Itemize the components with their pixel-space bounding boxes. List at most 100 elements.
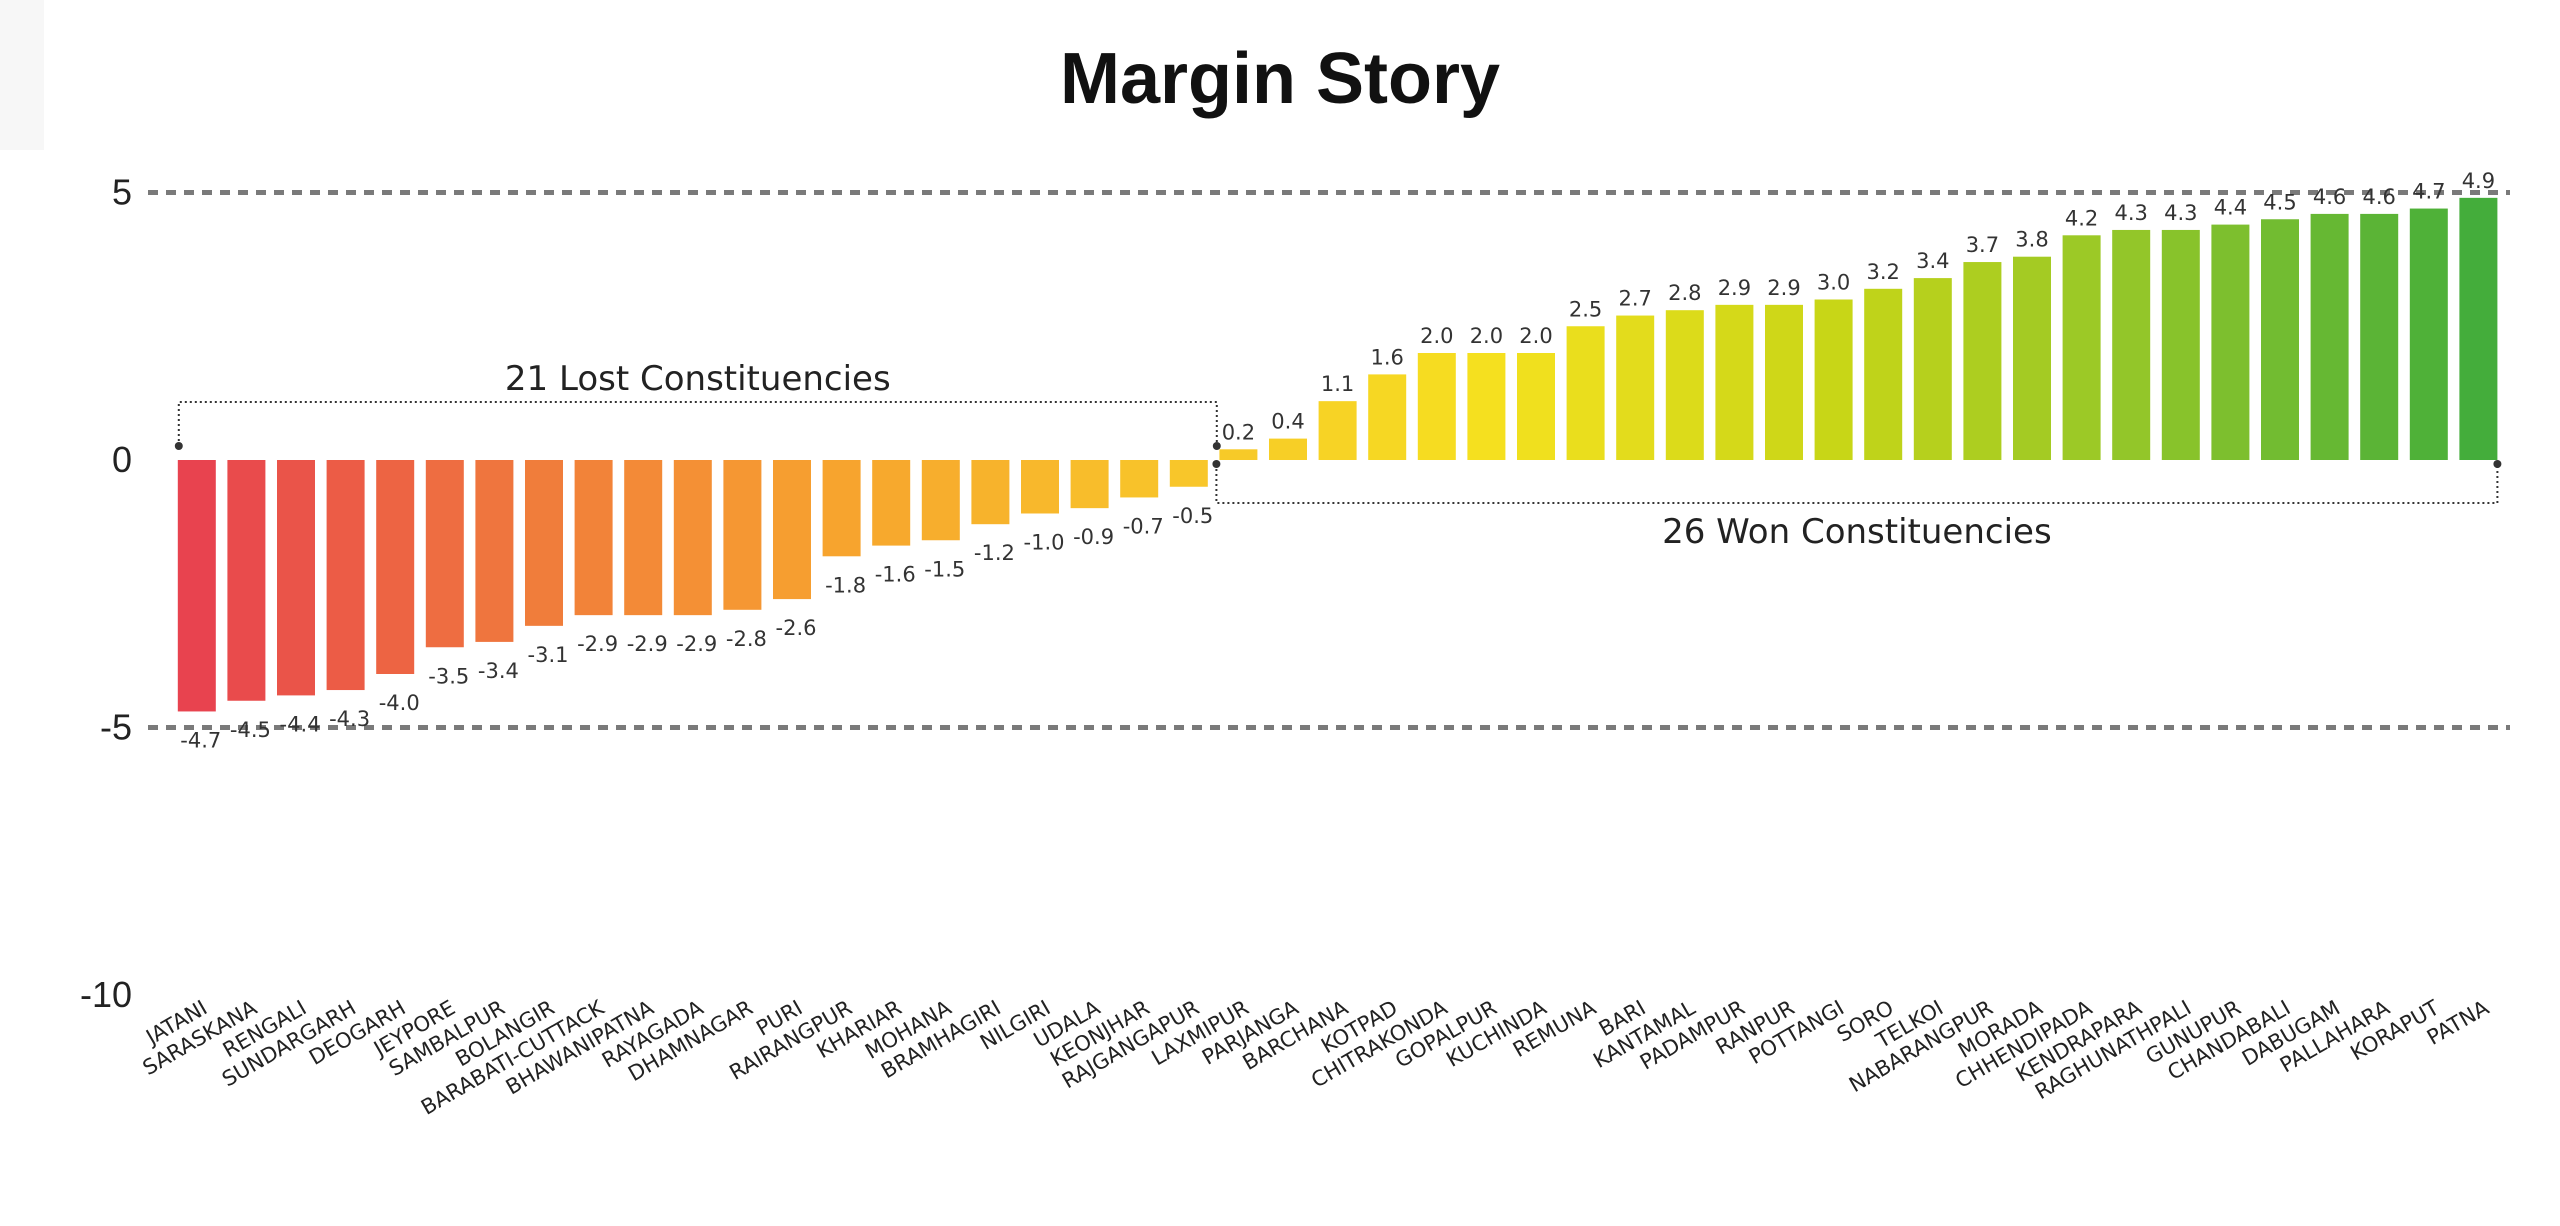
bar: [1517, 353, 1555, 460]
value-label: -1.2: [974, 541, 1015, 565]
bar: [277, 460, 315, 696]
value-labels-group: -4.7 -4.5 -4.4 -4.3 -4.0 -3.5 -3.4 -3.1 -2.9 -2.9…: [180, 169, 2495, 753]
bar: [1467, 353, 1506, 460]
value-label: 3.0: [1817, 271, 1850, 295]
value-label: -1.0: [1024, 531, 1065, 555]
value-label: -4.4: [280, 712, 321, 736]
value-label: 4.6: [2313, 185, 2346, 209]
bar: [326, 460, 365, 691]
value-label: -4.3: [329, 707, 370, 731]
bracket-end-dot: [174, 442, 183, 450]
bar: [921, 460, 960, 541]
value-label: 2.0: [1470, 324, 1503, 348]
value-label: 4.3: [2164, 201, 2197, 225]
bar: [227, 460, 266, 701]
y-tick-label: 0: [112, 439, 132, 480]
value-label: 4.9: [2462, 169, 2495, 193]
value-label: 4.3: [2114, 201, 2147, 225]
x-tick-labels-group: JATANISARASKANARENGALISUNDARGARHDEOGARHJ…: [139, 995, 2494, 1120]
value-label: 3.4: [1916, 249, 1949, 273]
bar: [425, 460, 464, 648]
bar: [376, 460, 415, 674]
value-label: -4.7: [180, 728, 221, 752]
bar: [773, 460, 811, 600]
value-label: 2.7: [1618, 287, 1651, 311]
bar: [574, 460, 613, 616]
bar: [1616, 315, 1655, 460]
bar: [1070, 460, 1109, 509]
value-label: -2.9: [577, 632, 618, 656]
bar: [2062, 235, 2101, 460]
value-label: -2.9: [676, 632, 717, 656]
value-label: 2.9: [1718, 276, 1751, 300]
value-label: 0.2: [1222, 420, 1255, 444]
bar: [2261, 219, 2299, 460]
value-label: -3.4: [478, 659, 519, 683]
chart-title: Margin Story: [1059, 39, 1501, 119]
value-label: 2.0: [1519, 324, 1552, 348]
bracket-annotations: 21 Lost Constituencies 26 Won Constituenc…: [174, 359, 2502, 552]
value-label: -3.1: [528, 643, 569, 667]
bar: [1963, 262, 2002, 460]
bar: [2112, 229, 2151, 460]
value-label: -0.9: [1073, 525, 1114, 549]
bar: [624, 460, 663, 616]
won-bracket: [1215, 464, 2499, 504]
value-label: 3.2: [1866, 260, 1899, 284]
bar: [2409, 208, 2448, 460]
value-label: -2.8: [726, 627, 767, 651]
reference-lines: [148, 190, 2510, 730]
y-tick-label: 5: [112, 172, 132, 213]
value-label: -4.5: [230, 718, 271, 742]
value-label: 2.9: [1767, 276, 1800, 300]
value-label: 1.1: [1321, 372, 1354, 396]
won-annotation: 26 Won Constituencies: [1662, 512, 2052, 552]
value-label: 3.7: [1966, 233, 1999, 257]
bar: [1665, 310, 1704, 460]
value-label: 4.2: [2065, 206, 2098, 230]
value-label: 3.8: [2015, 228, 2048, 252]
value-label: -2.9: [627, 632, 668, 656]
value-label: 4.7: [2412, 180, 2445, 204]
bar: [1368, 374, 1407, 460]
bar: [1913, 278, 1952, 460]
value-label: 1.6: [1370, 345, 1403, 369]
bar: [1765, 304, 1803, 460]
bar: [475, 460, 514, 642]
value-label: 2.0: [1420, 324, 1453, 348]
bracket-end-dot: [1212, 442, 1221, 450]
bar: [1864, 288, 1903, 460]
bar: [822, 460, 861, 557]
value-label: 4.6: [2362, 185, 2395, 209]
bar: [971, 460, 1010, 525]
bar: [1715, 304, 1754, 460]
bar: [2360, 213, 2399, 460]
bar: [1814, 299, 1853, 460]
bar: [1269, 438, 1307, 460]
value-label: -1.8: [825, 573, 866, 597]
bar: [525, 460, 563, 626]
bar: [673, 460, 712, 616]
y-tick-label: -5: [100, 707, 132, 748]
bar: [1120, 460, 1159, 498]
value-label: -0.7: [1123, 514, 1164, 538]
value-label: -2.6: [776, 616, 817, 640]
bar: [177, 460, 216, 712]
bars-group: [177, 197, 2498, 712]
value-label: -1.6: [875, 563, 916, 587]
bar: [1169, 460, 1208, 487]
value-label: -1.5: [924, 557, 965, 581]
y-axis-tick-labels: 5 0 -5 -10: [80, 172, 132, 1016]
corner-shade: [0, 0, 44, 150]
bar: [723, 460, 762, 610]
bar: [1021, 460, 1059, 514]
bar: [1318, 401, 1357, 460]
bar: [2013, 256, 2051, 460]
bar: [1417, 353, 1456, 460]
value-label: 2.8: [1668, 281, 1701, 305]
value-label: -3.5: [428, 664, 469, 688]
value-label: 4.5: [2263, 190, 2296, 214]
lost-bracket: [177, 401, 1218, 446]
bracket-end-dot: [2493, 460, 2502, 468]
